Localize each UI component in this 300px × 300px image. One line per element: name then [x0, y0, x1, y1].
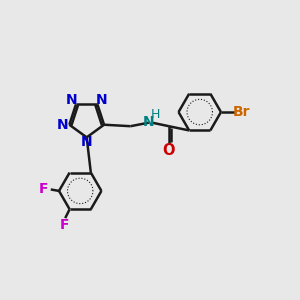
- Text: N: N: [66, 93, 77, 107]
- Text: N: N: [57, 118, 69, 132]
- Text: N: N: [96, 93, 108, 107]
- Text: H: H: [151, 108, 160, 121]
- Text: O: O: [163, 143, 175, 158]
- Text: N: N: [143, 116, 154, 129]
- Text: Br: Br: [233, 105, 250, 119]
- Text: F: F: [60, 218, 69, 232]
- Text: F: F: [39, 182, 49, 197]
- Text: N: N: [81, 135, 92, 149]
